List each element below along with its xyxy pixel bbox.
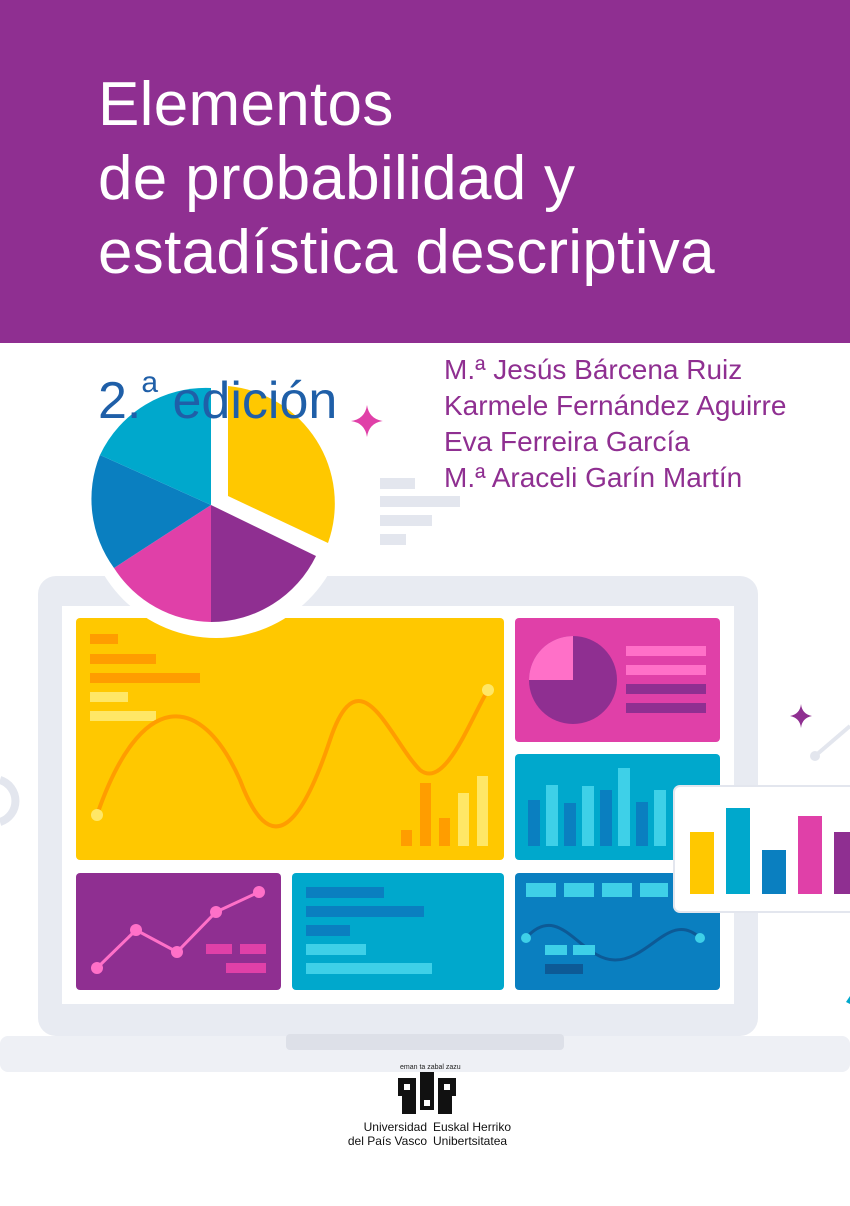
university-logo-icon <box>398 1072 456 1114</box>
edition-word: edición <box>172 372 338 430</box>
edition-number: 2. <box>98 372 142 430</box>
small-pie-slice <box>529 636 573 680</box>
wave-point <box>482 684 494 696</box>
purple-panel-point <box>130 924 142 936</box>
pie-slice-yellow <box>228 386 335 543</box>
cyan-panel-bar <box>582 786 594 846</box>
list-panel <box>292 873 504 990</box>
cyan-panel-bar <box>654 790 666 846</box>
pie-slice-blue <box>91 455 211 568</box>
floating-bar <box>762 850 786 894</box>
cyan-panel-bar <box>546 785 558 846</box>
cyan-panel-bar <box>618 768 630 846</box>
publisher-line: Euskal Herriko <box>433 1120 512 1134</box>
author-name: M.ª Jesús Bárcena Ruiz <box>444 354 743 385</box>
blue-panel-bar <box>640 883 668 897</box>
floating-bar <box>798 816 822 894</box>
cyan-panel-bar <box>600 790 612 846</box>
author-name: Karmele Fernández Aguirre <box>444 390 787 421</box>
legend-bar <box>380 496 460 507</box>
mini-bar <box>477 776 488 846</box>
list-panel-bar <box>306 887 384 898</box>
title-banner <box>0 0 850 343</box>
pie-slice-purple <box>211 505 316 622</box>
floating-bar <box>834 832 850 894</box>
purple-panel-bar <box>206 944 232 954</box>
purple-panel-bar <box>226 963 266 973</box>
yellow-panel-bar <box>90 673 200 683</box>
laptop-notch <box>286 1034 564 1050</box>
mini-bar <box>401 830 412 846</box>
publisher-name-spanish: Universidad del País Vasco <box>331 1120 427 1148</box>
publisher-name-basque: Euskal Herriko Unibertsitatea <box>433 1120 511 1148</box>
cyan-panel-bar <box>528 800 540 846</box>
yellow-panel-bar <box>90 634 118 644</box>
sparkle-icon <box>351 405 383 437</box>
purple-panel-point <box>253 886 265 898</box>
yellow-panel-bar <box>90 654 156 664</box>
author-name: Eva Ferreira García <box>444 426 690 457</box>
legend-bar <box>380 515 432 526</box>
blue-panel-point <box>521 933 531 943</box>
blue-panel-bar <box>573 945 595 955</box>
mini-bar <box>439 818 450 846</box>
list-panel-bar <box>306 963 432 974</box>
decor-triangle <box>846 996 850 1004</box>
cyan-panel-bar <box>636 802 648 846</box>
purple-panel-point <box>210 906 222 918</box>
purple-panel-bar <box>240 944 266 954</box>
edition-label: 2.a edición <box>98 348 337 436</box>
pie-slice-magenta <box>114 505 211 622</box>
blue-panel-bar <box>602 883 632 897</box>
title-line-1: Elementos <box>98 70 394 139</box>
blue-panel-wave <box>524 923 702 962</box>
publisher-line: Unibertsitatea <box>433 1134 508 1148</box>
blue-panel-bar <box>545 945 567 955</box>
list-panel-bar <box>306 906 424 917</box>
author-name: M.ª Araceli Garín Martín <box>444 462 743 493</box>
title-line-3: estadística descriptiva <box>98 218 715 287</box>
legend-bar <box>380 478 415 489</box>
title-line-2: de probabilidad y <box>98 144 576 213</box>
mini-bar <box>420 783 431 846</box>
blue-panel-point <box>695 933 705 943</box>
magenta-panel-bar <box>626 684 706 694</box>
pie-slice-cyan <box>100 387 211 505</box>
book-title: Elementos de probabilidad y estadística … <box>98 68 715 290</box>
mini-bar <box>458 793 469 846</box>
publisher-line: del País Vasco <box>347 1134 427 1148</box>
yellow-panel-bar <box>90 711 156 721</box>
blue-panel-bar <box>545 964 583 974</box>
floating-bar <box>726 808 750 894</box>
blue-panel-bar <box>564 883 594 897</box>
cyan-panel-bar <box>564 803 576 846</box>
blue-panel-bar <box>526 883 556 897</box>
floating-bar <box>690 832 714 894</box>
magenta-panel-bar <box>626 665 706 675</box>
purple-panel-point <box>171 946 183 958</box>
magenta-panel-bar <box>626 646 706 656</box>
legend-bar <box>380 534 406 545</box>
publisher-line: Universidad <box>363 1120 427 1134</box>
blue-panel <box>515 873 720 990</box>
sparkle-icon <box>790 704 812 728</box>
list-panel-bar <box>306 925 350 936</box>
dashboard-illustration <box>0 376 850 1072</box>
decor-dot <box>810 751 820 761</box>
decor-line <box>813 724 850 758</box>
purple-panel-point <box>91 962 103 974</box>
magenta-panel-bar <box>626 703 706 713</box>
wave-line <box>95 688 490 829</box>
decor-arc-left <box>0 776 20 826</box>
wave-point <box>91 809 103 821</box>
edition-ordinal: a <box>141 366 159 399</box>
author-list: M.ª Jesús Bárcena Ruiz Karmele Fernández… <box>444 352 786 496</box>
list-panel-bar <box>306 944 366 955</box>
laptop-base <box>0 1036 850 1072</box>
purple-panel <box>76 873 281 990</box>
publisher-motto: eman ta zabal zazu <box>400 1064 461 1071</box>
yellow-panel-bar <box>90 692 128 702</box>
